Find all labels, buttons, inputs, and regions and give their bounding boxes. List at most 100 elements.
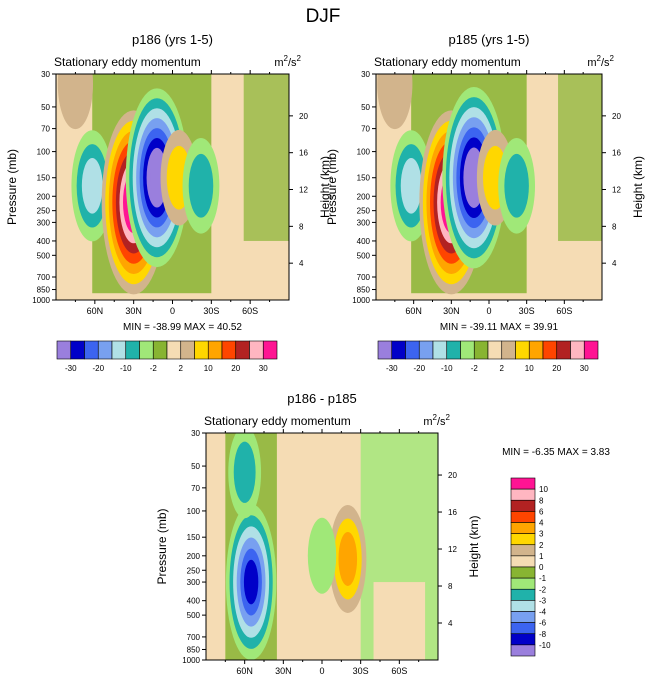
contour-band xyxy=(150,157,164,198)
y-tick-label: 850 xyxy=(37,286,51,295)
legend-swatch xyxy=(510,477,536,490)
y-tick-label: 250 xyxy=(187,566,201,575)
legend-swatch xyxy=(583,340,599,360)
y-right-tick-label: 16 xyxy=(299,149,308,158)
legend-label: -10 xyxy=(539,641,551,650)
y-tick-label: 150 xyxy=(357,174,371,183)
shade-region xyxy=(382,293,602,300)
contour-band xyxy=(81,157,103,214)
y-tick-label: 200 xyxy=(37,192,51,201)
legend-swatch xyxy=(510,611,536,623)
x-tick-label: 30N xyxy=(275,666,292,676)
y-tick-label: 50 xyxy=(41,103,50,112)
legend-swatch xyxy=(510,511,536,523)
y-tick-label: 30 xyxy=(41,70,50,79)
y-right-axis-label: Height (km) xyxy=(318,156,332,218)
contour-band xyxy=(188,153,214,218)
panel-units: m2/s2 xyxy=(274,54,301,69)
y-tick-label: 250 xyxy=(357,207,371,216)
y-tick-label: 850 xyxy=(357,286,371,295)
y-tick-label: 500 xyxy=(187,611,201,620)
legend-swatch xyxy=(391,340,406,360)
legend-swatch xyxy=(510,644,536,657)
legend-swatch xyxy=(510,488,536,501)
y-tick-label: 70 xyxy=(361,125,370,134)
legend-swatch xyxy=(84,340,99,360)
legend-swatch xyxy=(570,340,585,360)
y-axis-label: Pressure (mb) xyxy=(325,149,339,225)
y-tick-label: 300 xyxy=(187,578,201,587)
y-tick-label: 400 xyxy=(187,597,201,606)
panel-stats: MIN = -6.35 MAX = 3.83 xyxy=(502,447,610,458)
legend-label: -1 xyxy=(539,574,547,583)
figure-title: DJF xyxy=(306,6,341,27)
legend-swatch xyxy=(510,633,536,646)
legend-label: -2 xyxy=(150,364,158,373)
legend-label: 20 xyxy=(231,364,240,373)
chart-panel-1: p186 (yrs 1-5) Stationary eddy momentum m2… xyxy=(5,32,332,373)
y-right-tick-label: 8 xyxy=(448,582,453,591)
contour-field xyxy=(377,74,602,300)
legend-label: -8 xyxy=(539,630,547,639)
y-tick-label: 100 xyxy=(37,148,51,157)
legend-swatch xyxy=(432,340,448,360)
panel-title: p186 - p185 xyxy=(287,391,356,406)
x-tick-label: 60N xyxy=(236,666,253,676)
contour-band xyxy=(377,74,413,130)
contour-band xyxy=(307,517,337,594)
legend-swatch xyxy=(125,340,140,360)
y-tick-label: 500 xyxy=(357,251,371,260)
shade-region xyxy=(62,293,289,300)
legend-label: -10 xyxy=(120,364,132,373)
legend-1: -30 -20 -10 -2 2 10 20 30 xyxy=(56,340,278,373)
legend-swatch xyxy=(510,588,536,601)
panel-title: p185 (yrs 1-5) xyxy=(449,32,530,47)
x-tick-label: 30S xyxy=(353,666,369,676)
legend-label: 20 xyxy=(552,364,561,373)
x-tick-label: 0 xyxy=(486,306,491,316)
legend-label: -2 xyxy=(539,585,547,594)
y-tick-label: 70 xyxy=(191,484,200,493)
legend-label: 8 xyxy=(539,496,544,505)
x-tick-label: 60S xyxy=(556,306,572,316)
y-right-tick-label: 20 xyxy=(448,471,457,480)
legend-swatch xyxy=(510,600,536,612)
contour-band xyxy=(504,153,529,218)
legend-swatch xyxy=(194,340,209,360)
y-right-axis-label: Height (km) xyxy=(631,156,645,218)
y-tick-label: 70 xyxy=(41,125,50,134)
legend-swatch xyxy=(542,340,558,360)
panel-stats: MIN = -39.11 MAX = 39.91 xyxy=(440,322,559,333)
y-tick-label: 100 xyxy=(357,148,371,157)
contour-band xyxy=(400,157,422,214)
y-tick-label: 200 xyxy=(357,192,371,201)
y-tick-label: 700 xyxy=(357,273,371,282)
x-tick-label: 30N xyxy=(125,306,142,316)
legend-label: 2 xyxy=(500,364,505,373)
legend-label: 10 xyxy=(525,364,534,373)
legend-swatch xyxy=(446,340,461,360)
legend-label: 30 xyxy=(580,364,589,373)
legend-swatch xyxy=(510,522,536,534)
contour-band xyxy=(338,531,358,586)
legend-label: 4 xyxy=(539,519,544,528)
y-tick-label: 500 xyxy=(37,251,51,260)
legend-swatch xyxy=(249,340,264,360)
legend-label: 2 xyxy=(179,364,184,373)
legend-label: -10 xyxy=(441,364,453,373)
legend-label: 6 xyxy=(539,507,544,516)
legend-swatch xyxy=(152,340,168,360)
y-axis-label: Pressure (mb) xyxy=(5,149,19,225)
legend-label: -6 xyxy=(539,619,547,628)
y-tick-label: 1000 xyxy=(352,296,370,305)
legend-2: -30 -20 -10 -2 2 10 20 30 xyxy=(377,340,599,373)
legend-swatch xyxy=(515,340,530,360)
y-tick-label: 50 xyxy=(191,462,200,471)
legend-swatch xyxy=(528,340,544,360)
y-right-tick-label: 20 xyxy=(299,112,308,121)
contour-band xyxy=(57,74,94,130)
y-right-tick-label: 4 xyxy=(299,259,304,268)
legend-swatch xyxy=(460,340,475,360)
x-tick-label: 60N xyxy=(405,306,422,316)
